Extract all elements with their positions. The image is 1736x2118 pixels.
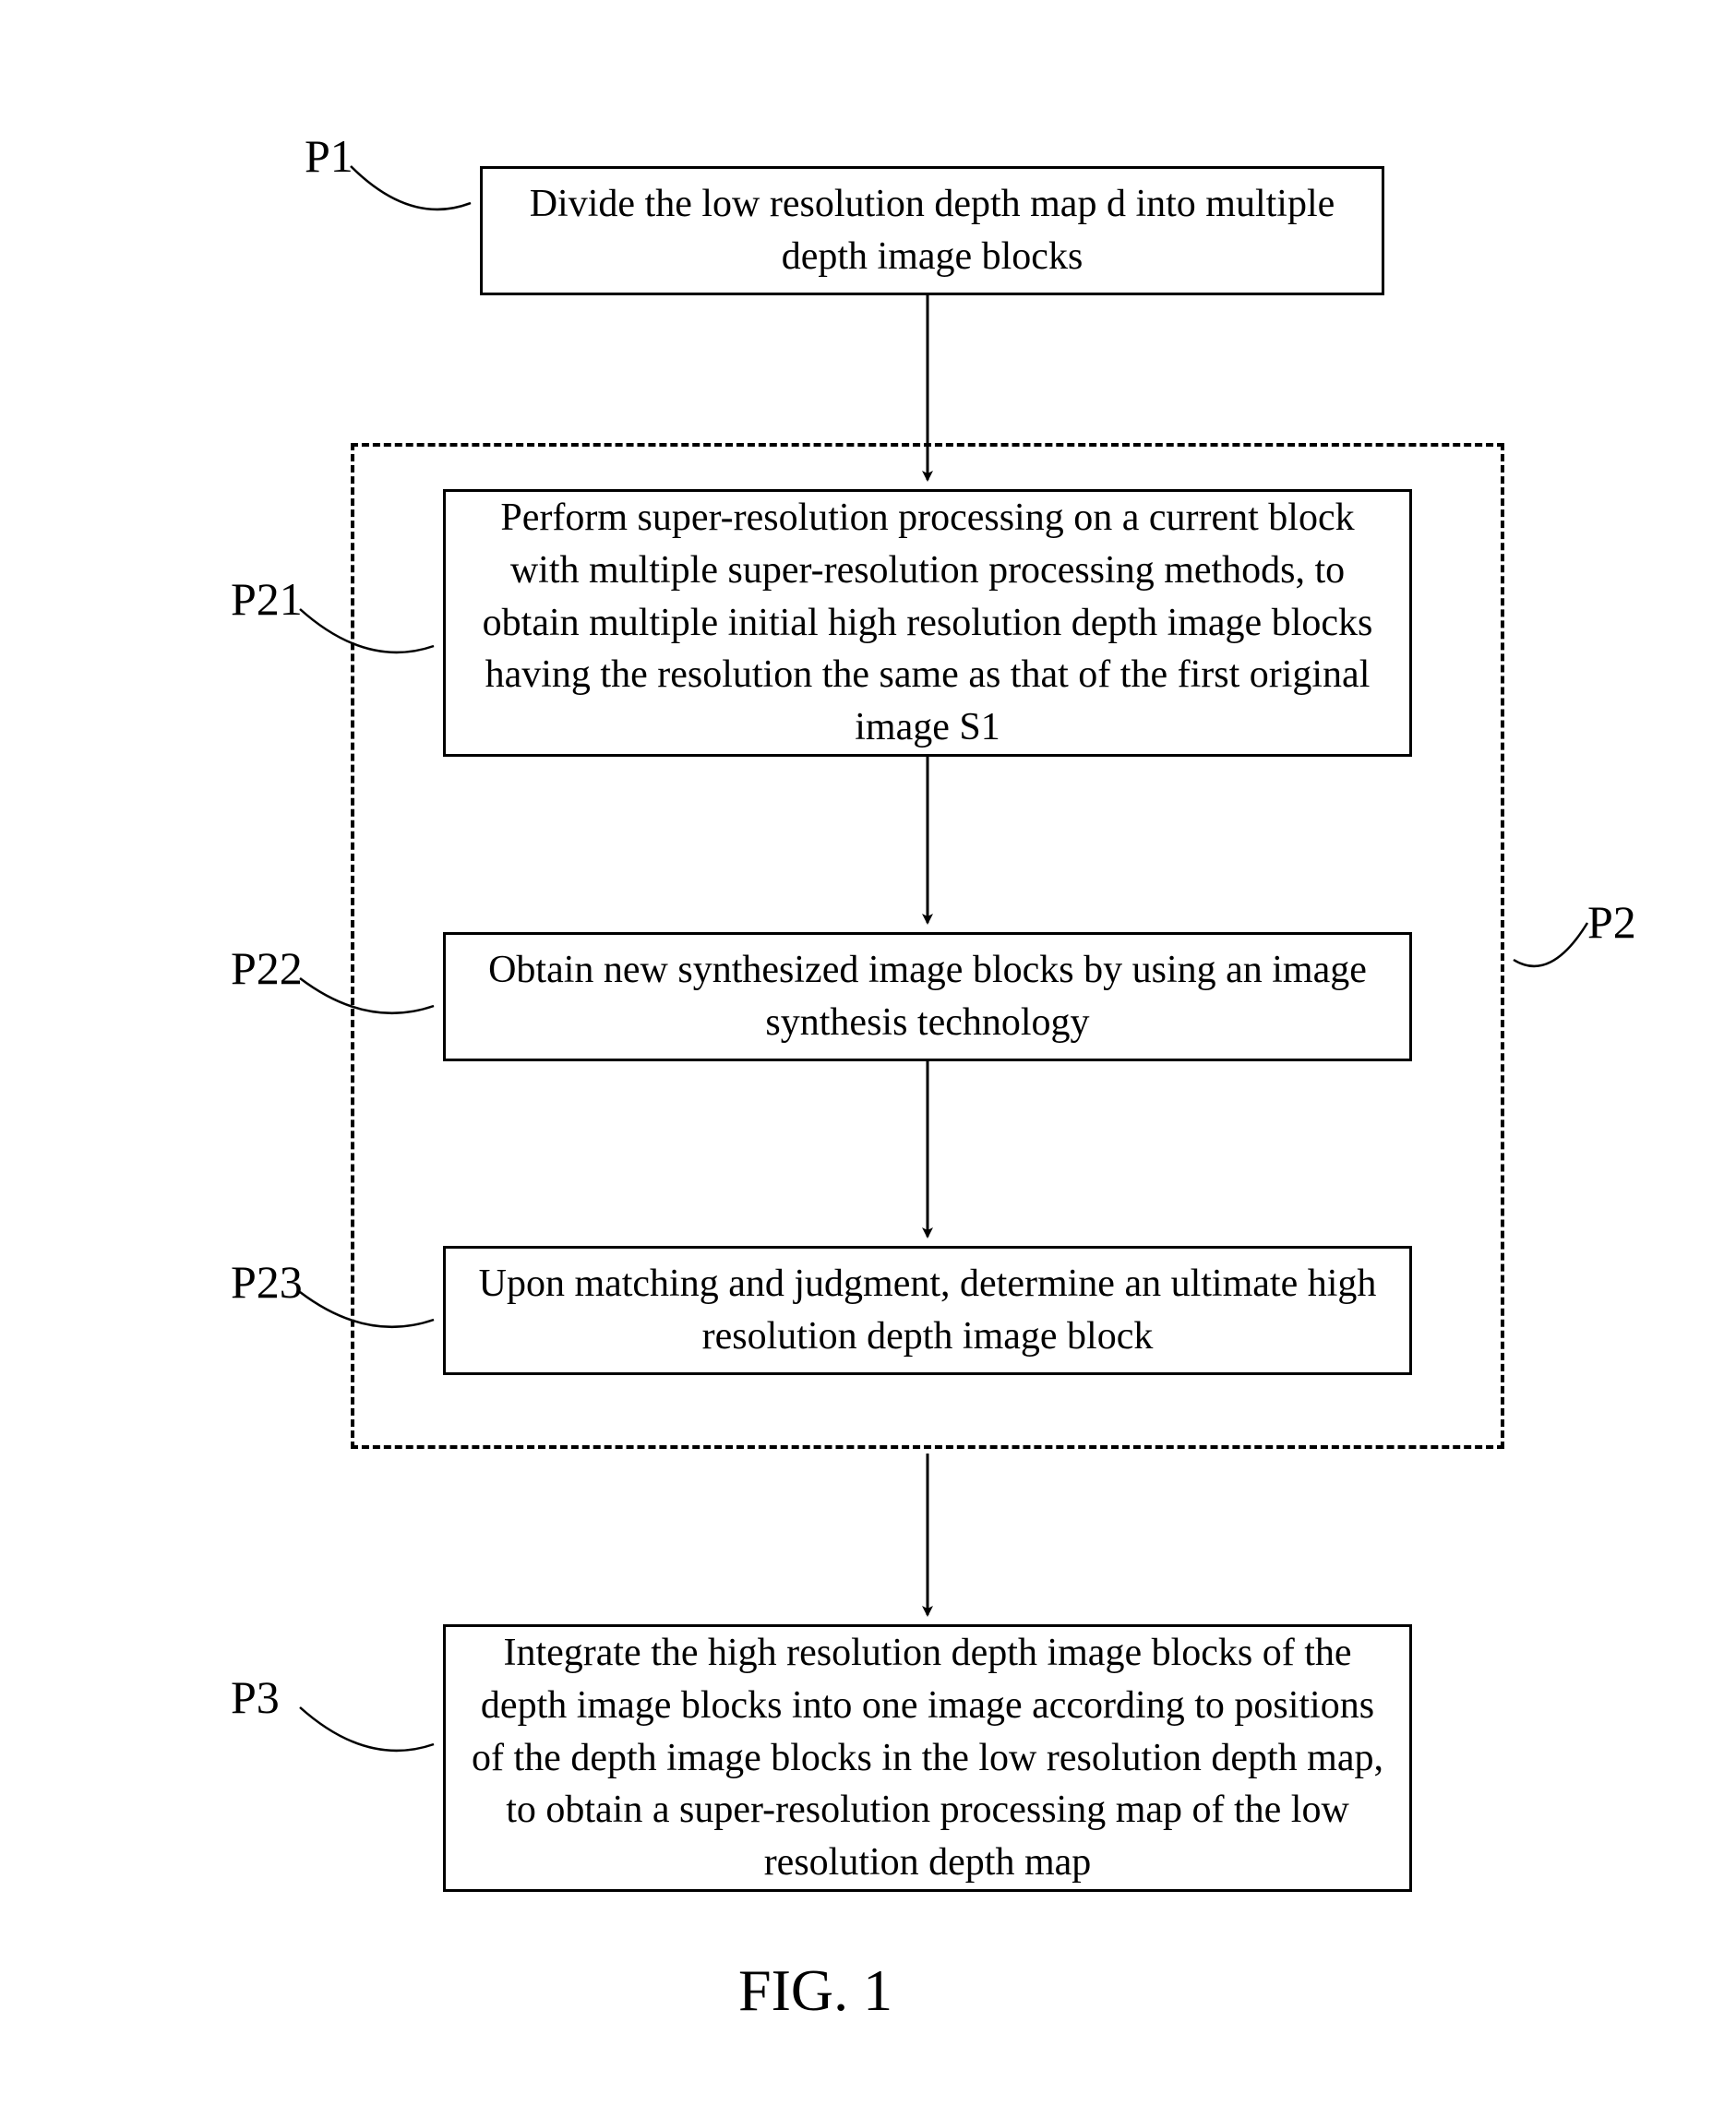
label-p22: P22	[231, 941, 303, 995]
box-p23-text: Upon matching and judgment, determine an…	[464, 1258, 1391, 1362]
label-p21-text: P21	[231, 573, 303, 625]
label-connector	[1514, 923, 1587, 966]
box-p1-text: Divide the low resolution depth map d in…	[501, 178, 1363, 282]
figure-label: FIG. 1	[738, 1956, 892, 2025]
label-connector	[300, 1707, 434, 1751]
label-p23-text: P23	[231, 1256, 303, 1308]
label-p1-text: P1	[305, 130, 353, 182]
figure-label-text: FIG. 1	[738, 1957, 892, 2023]
label-p1: P1	[305, 129, 353, 183]
label-p2: P2	[1587, 895, 1636, 949]
box-p22: Obtain new synthesized image blocks by u…	[443, 932, 1412, 1061]
label-p21: P21	[231, 572, 303, 626]
box-p23: Upon matching and judgment, determine an…	[443, 1246, 1412, 1375]
box-p22-text: Obtain new synthesized image blocks by u…	[464, 944, 1391, 1048]
label-connector	[351, 166, 471, 209]
box-p3-text: Integrate the high resolution depth imag…	[464, 1627, 1391, 1888]
label-p23: P23	[231, 1255, 303, 1309]
label-p3-text: P3	[231, 1671, 280, 1723]
box-p3: Integrate the high resolution depth imag…	[443, 1624, 1412, 1892]
label-p2-text: P2	[1587, 896, 1636, 948]
label-p3: P3	[231, 1670, 280, 1724]
box-p21-text: Perform super-resolution processing on a…	[464, 492, 1391, 753]
box-p1: Divide the low resolution depth map d in…	[480, 166, 1384, 295]
box-p21: Perform super-resolution processing on a…	[443, 489, 1412, 757]
label-p22-text: P22	[231, 942, 303, 994]
